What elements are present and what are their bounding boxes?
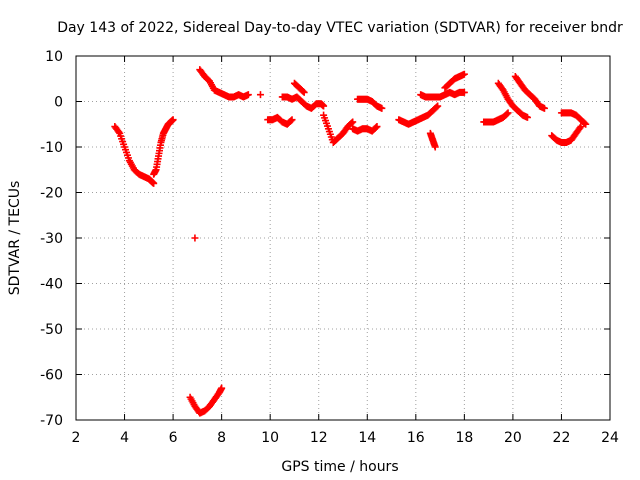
y-tick-label: 0 [54, 95, 63, 111]
data-point [582, 120, 590, 128]
data-point [523, 113, 531, 121]
data-point [349, 118, 357, 126]
data-point [373, 123, 381, 131]
data-point [169, 116, 177, 124]
data-point [433, 103, 441, 111]
y-tick-label: -20 [40, 186, 63, 202]
data-point [288, 116, 296, 124]
data-point [460, 88, 468, 96]
x-tick-label: 14 [358, 430, 376, 446]
x-tick-label: 22 [553, 430, 571, 446]
x-tick-label: 2 [72, 430, 81, 446]
data-point [348, 119, 356, 127]
x-tick-label: 16 [407, 430, 425, 446]
data-point [577, 123, 585, 131]
data-point [372, 123, 380, 131]
data-point [244, 91, 252, 99]
data-point [576, 124, 584, 132]
axis-ticks: 2 4 6 8 10 12 14 16 18 20 22 24100-10-20-30-40-50-6… [40, 49, 619, 446]
data-points [111, 66, 590, 417]
data-point [504, 109, 512, 117]
y-tick-label: -30 [40, 231, 63, 247]
y-tick-label: -70 [40, 413, 63, 429]
x-tick-label: 20 [504, 430, 522, 446]
x-tick-label: 10 [261, 430, 279, 446]
x-tick-label: 8 [217, 430, 226, 446]
data-point [434, 102, 442, 110]
data-point [218, 384, 226, 392]
grid [76, 56, 610, 420]
data-point [115, 128, 123, 136]
data-point [150, 179, 158, 187]
data-point [460, 70, 468, 78]
y-tick-label: 10 [45, 49, 63, 65]
chart-title: Day 143 of 2022, Sidereal Day-to-day VTE… [57, 20, 623, 36]
x-tick-label: 24 [601, 430, 619, 446]
data-point [540, 104, 548, 112]
y-tick-label: -60 [40, 368, 63, 384]
x-tick-label: 6 [169, 430, 178, 446]
y-tick-label: -50 [40, 322, 63, 338]
x-tick-label: 12 [310, 430, 328, 446]
x-tick-label: 4 [120, 430, 129, 446]
data-point [320, 102, 328, 110]
data-point [256, 91, 264, 99]
data-point [581, 119, 589, 127]
x-tick-label: 18 [455, 430, 473, 446]
data-point [503, 110, 511, 118]
data-point [378, 104, 386, 112]
y-axis-title: SDTVAR / TECUs [7, 181, 23, 296]
y-tick-label: -40 [40, 277, 63, 293]
data-point [299, 87, 307, 95]
data-point [431, 143, 439, 151]
data-point [287, 117, 295, 125]
data-point [300, 88, 308, 96]
x-axis-title: GPS time / hours [281, 459, 398, 475]
data-point [191, 234, 199, 242]
y-tick-label: -10 [40, 140, 63, 156]
